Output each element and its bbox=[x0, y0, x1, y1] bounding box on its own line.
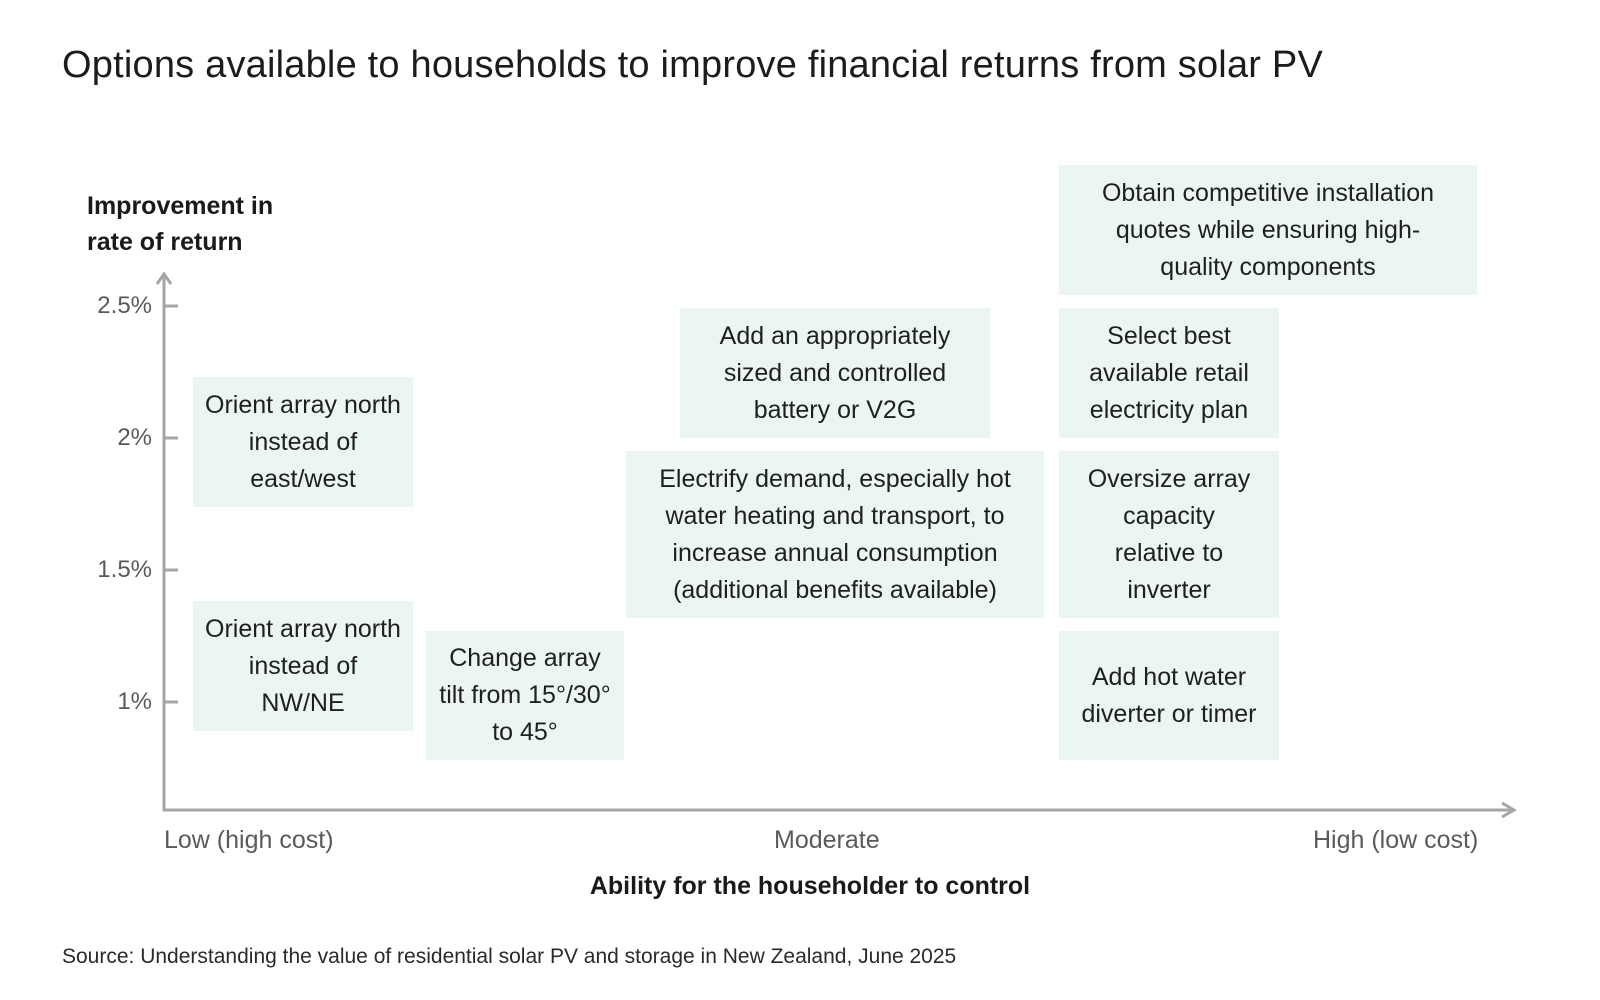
x-tick-label-moderate: Moderate bbox=[774, 826, 880, 854]
y-tick-label: 2% bbox=[117, 424, 152, 451]
option-box: Electrify demand, especially hot water h… bbox=[626, 451, 1044, 618]
x-tick-label-low: Low (high cost) bbox=[164, 826, 334, 854]
option-box: Add an appropriately sized and controlle… bbox=[680, 308, 990, 438]
y-axis-arrowhead bbox=[155, 271, 173, 285]
y-axis-label: Improvement in rate of return bbox=[87, 188, 327, 260]
option-box: Obtain competitive installation quotes w… bbox=[1059, 165, 1477, 295]
option-box: Change array tilt from 15°/30° to 45° bbox=[426, 631, 624, 760]
option-box: Select best available retail electricity… bbox=[1059, 308, 1279, 438]
chart-title: Options available to households to impro… bbox=[62, 44, 1323, 86]
y-axis-label-line2: rate of return bbox=[87, 228, 243, 256]
option-box: Orient array north instead of east/west bbox=[193, 377, 413, 507]
y-tick-label: 2.5% bbox=[97, 292, 152, 319]
source-note: Source: Understanding the value of resid… bbox=[62, 945, 957, 968]
x-tick-label-high: High (low cost) bbox=[1313, 826, 1479, 854]
y-axis-label-line1: Improvement in bbox=[87, 192, 274, 220]
y-tick-label: 1% bbox=[117, 688, 152, 715]
x-axis-arrowhead bbox=[1501, 801, 1517, 819]
y-tick-label: 1.5% bbox=[97, 556, 152, 583]
x-axis-label: Ability for the householder to control bbox=[589, 872, 1031, 900]
option-box: Oversize array capacity relative to inve… bbox=[1059, 451, 1279, 618]
option-box: Orient array north instead of NW/NE bbox=[193, 601, 413, 731]
option-box: Add hot water diverter or timer bbox=[1059, 631, 1279, 760]
